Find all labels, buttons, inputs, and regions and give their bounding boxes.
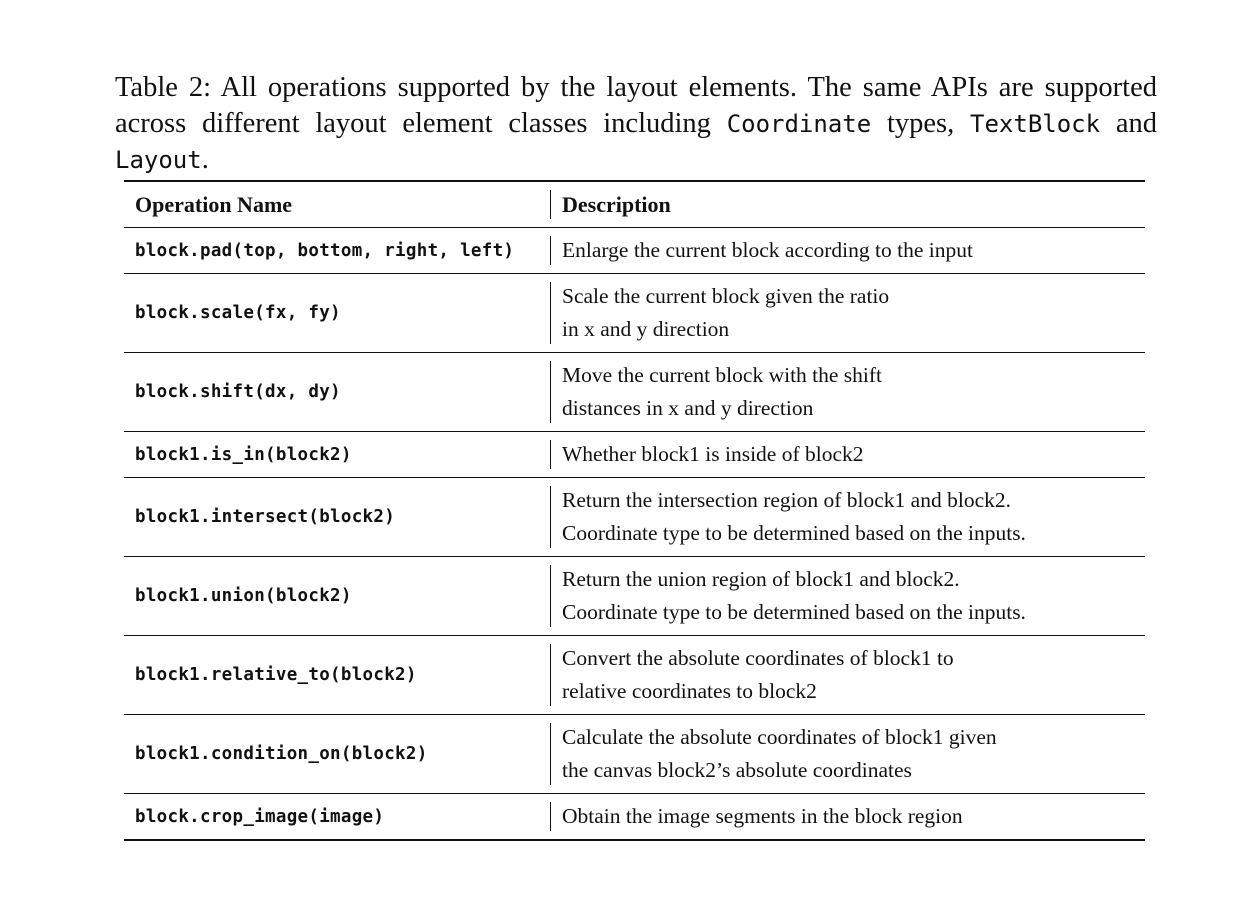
table-body: block.pad(top, bottom, right, left) Enlar…: [124, 228, 1145, 839]
caption-text-1: Table 2: All operations supported by the…: [115, 72, 1157, 139]
table-row: block.shift(dx, dy) Move the current bloc…: [124, 353, 1145, 432]
description-cell: Convert the absolute coordinates of bloc…: [551, 636, 1145, 714]
table-row: block1.intersect(block2) Return the inter…: [124, 478, 1145, 557]
description-cell: Move the current block with the shift dis…: [551, 353, 1145, 431]
caption-text-2: types,: [871, 108, 971, 139]
description-line: Coordinate type to be determined based o…: [562, 521, 1026, 545]
operation-name-cell: block1.intersect(block2): [135, 507, 396, 527]
column-separator: [550, 723, 551, 785]
column-separator: [550, 236, 551, 265]
description-line: Whether block1 is inside of block2: [562, 442, 864, 466]
operation-name-cell: block.scale(fx, fy): [135, 303, 341, 323]
table-row: block1.relative_to(block2) Convert the ab…: [124, 636, 1145, 715]
table-row: block.crop_image(image) Obtain the image …: [124, 794, 1145, 839]
caption-code-textblock: TextBlock: [970, 110, 1101, 138]
table-row: block1.is_in(block2) Whether block1 is in…: [124, 432, 1145, 478]
column-separator: [550, 802, 551, 831]
operation-name-cell: block.pad(top, bottom, right, left): [135, 240, 515, 261]
table-row: block.scale(fx, fy) Scale the current blo…: [124, 274, 1145, 353]
description-cell: Obtain the image segments in the block r…: [551, 794, 1145, 839]
description-cell: Whether block1 is inside of block2: [551, 432, 1145, 477]
description-line: distances in x and y direction: [562, 396, 814, 420]
table-caption: Table 2: All operations supported by the…: [115, 70, 1157, 178]
description-cell: Enlarge the current block according to t…: [551, 228, 1145, 273]
description-line: relative coordinates to block2: [562, 679, 817, 703]
column-separator: [550, 282, 551, 344]
column-separator: [550, 644, 551, 706]
operation-name-cell: block.shift(dx, dy): [135, 382, 341, 402]
column-separator: [550, 486, 551, 548]
description-line: Scale the current block given the ratio: [562, 284, 890, 308]
description-cell: Return the union region of block1 and bl…: [551, 557, 1145, 635]
column-separator: [550, 190, 551, 219]
caption-text-3: and: [1100, 108, 1157, 139]
operation-name-cell: block.crop_image(image): [135, 806, 385, 827]
caption-code-layout: Layout: [115, 146, 202, 174]
description-line: Return the intersection region of block1…: [562, 488, 1011, 512]
header-operation-name: Operation Name: [135, 191, 293, 217]
table-header-row: Operation Name Description: [124, 182, 1145, 228]
column-separator: [550, 361, 551, 423]
caption-text-4: .: [201, 144, 209, 175]
table-row: block.pad(top, bottom, right, left) Enlar…: [124, 228, 1145, 274]
operations-table: Operation Name Description block.pad(top…: [124, 180, 1145, 841]
description-line: Convert the absolute coordinates of bloc…: [562, 646, 954, 670]
operation-name-cell: block1.is_in(block2): [135, 444, 352, 465]
description-line: Coordinate type to be determined based o…: [562, 600, 1026, 624]
operation-name-cell: block1.condition_on(block2): [135, 744, 428, 764]
table-row: block1.union(block2) Return the union reg…: [124, 557, 1145, 636]
description-line: Return the union region of block1 and bl…: [562, 567, 960, 591]
operation-name-cell: block1.union(block2): [135, 586, 352, 606]
description-cell: Return the intersection region of block1…: [551, 478, 1145, 556]
table-row: block1.condition_on(block2) Calculate the…: [124, 715, 1145, 794]
column-separator: [550, 565, 551, 627]
description-line: Enlarge the current block according to t…: [562, 238, 973, 262]
operation-name-cell: block1.relative_to(block2): [135, 665, 417, 685]
description-line: Obtain the image segments in the block r…: [562, 804, 963, 828]
description-line: Calculate the absolute coordinates of bl…: [562, 725, 997, 749]
header-description: Description: [562, 192, 671, 217]
description-cell: Scale the current block given the ratio i…: [551, 274, 1145, 352]
caption-code-coordinate: Coordinate: [726, 110, 872, 138]
column-separator: [550, 440, 551, 469]
description-line: in x and y direction: [562, 317, 730, 341]
description-line: Move the current block with the shift: [562, 363, 883, 387]
description-cell: Calculate the absolute coordinates of bl…: [551, 715, 1145, 793]
description-line: the canvas block2’s absolute coordinates: [562, 758, 912, 782]
